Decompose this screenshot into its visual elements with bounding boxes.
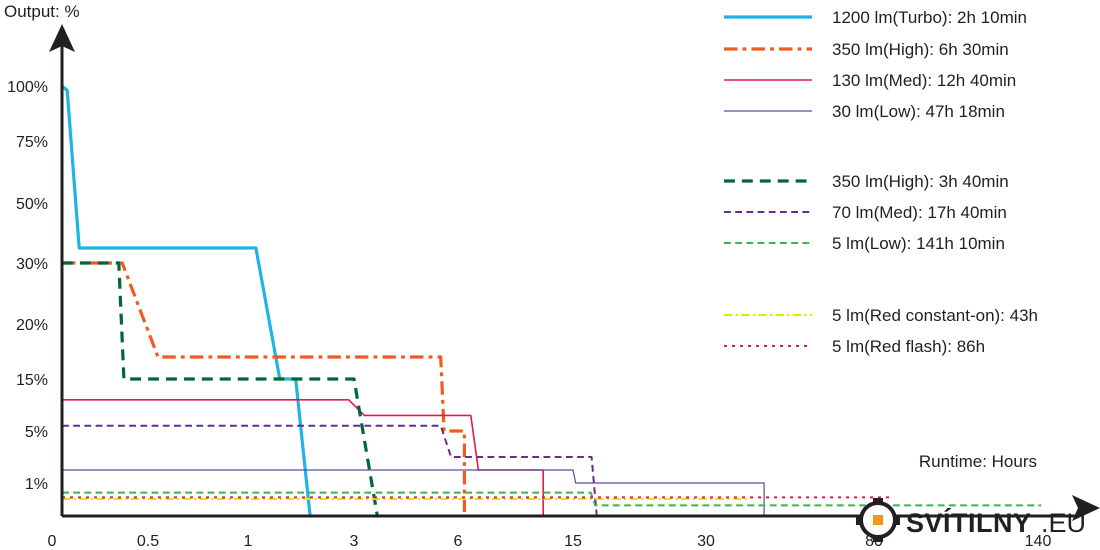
y-tick-label: 20%	[16, 317, 48, 334]
legend-label: 30 lm(Low): 47h 18min	[832, 102, 1005, 121]
y-tick-label: 50%	[16, 196, 48, 213]
axes-layer	[49, 24, 1100, 521]
legend-label: 1200 lm(Turbo): 2h 10min	[832, 8, 1027, 27]
y-tick-label: 5%	[25, 424, 48, 441]
legend: 1200 lm(Turbo): 2h 10min 350 lm(High): 6h…	[724, 8, 1038, 356]
legend-label: 5 lm(Red constant-on): 43h	[832, 306, 1038, 325]
x-tick-label: 30	[697, 533, 715, 550]
x-tick-label: 1	[244, 533, 253, 550]
brand-tld: .EU	[1041, 508, 1086, 538]
legend-label: 5 lm(Low): 141h 10min	[832, 234, 1005, 253]
legend-label: 5 lm(Red flash): 86h	[832, 337, 985, 356]
x-axis-title: Runtime: Hours	[919, 452, 1037, 471]
legend-label: 70 lm(Med): 17h 40min	[832, 203, 1007, 222]
legend-label: 350 lm(High): 3h 40min	[832, 172, 1009, 191]
brand-watermark: SVÍTILNY .EU	[856, 498, 1086, 542]
x-tick-label: 0.5	[137, 533, 159, 550]
x-tick-label: 6	[454, 533, 463, 550]
y-tick-label: 1%	[25, 476, 48, 493]
y-tick-label: 100%	[7, 79, 48, 96]
x-tick-label: 0	[48, 533, 57, 550]
legend-label: 130 lm(Med): 12h 40min	[832, 71, 1016, 90]
y-tick-labels: 100% 75% 50% 30% 20% 15% 5% 1%	[7, 79, 48, 493]
x-axis-arrow-icon	[1072, 495, 1100, 521]
series-line-4	[62, 469, 765, 515]
x-tick-label: 3	[350, 533, 359, 550]
series-line-7	[62, 491, 1042, 507]
y-tick-label: 15%	[16, 372, 48, 389]
flashlight-logo-icon	[856, 498, 900, 542]
y-tick-label: 75%	[16, 134, 48, 151]
x-tick-labels: 00.5136153080140	[48, 533, 1052, 550]
y-tick-label: 30%	[16, 256, 48, 273]
series-layer	[62, 84, 1042, 515]
series-line-5	[62, 261, 379, 515]
series-line-6	[62, 424, 598, 515]
brand-name: SVÍTILNY	[906, 507, 1032, 538]
y-axis-title: Output: %	[4, 2, 80, 21]
y-axis-arrow-icon	[49, 24, 75, 52]
series-line-1	[62, 84, 312, 515]
x-tick-label: 15	[564, 533, 582, 550]
x-tick-label: 140	[1025, 533, 1052, 550]
series-line-2	[62, 261, 466, 515]
legend-label: 350 lm(High): 6h 30min	[832, 40, 1009, 59]
